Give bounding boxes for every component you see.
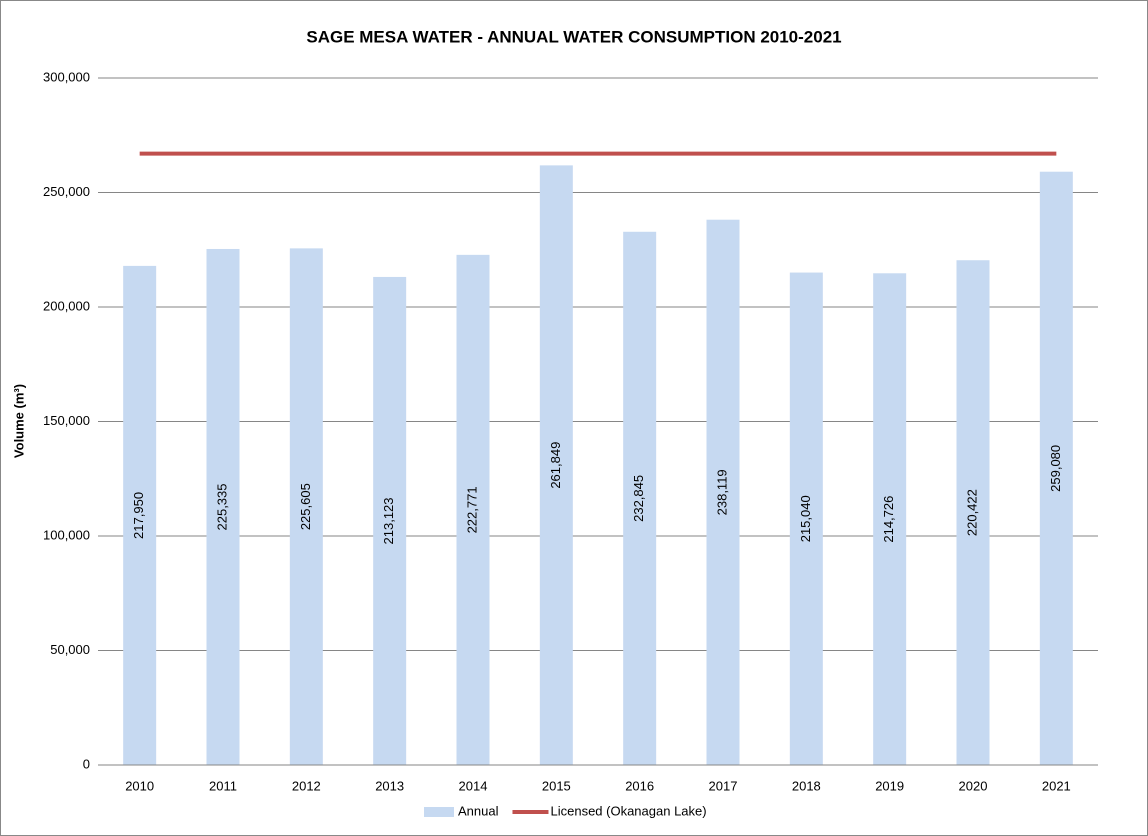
data-label: 225,605 [298, 483, 313, 530]
x-tick-label: 2018 [792, 778, 821, 793]
y-tick-label: 150,000 [43, 413, 90, 428]
data-label: 214,726 [881, 496, 896, 543]
x-tick-label: 2012 [292, 778, 321, 793]
data-label: 232,845 [631, 475, 646, 522]
y-tick-label: 200,000 [43, 298, 90, 313]
bar [789, 272, 823, 765]
data-label: 222,771 [464, 486, 479, 533]
x-tick-label: 2021 [1042, 778, 1071, 793]
data-label: 261,849 [548, 442, 563, 489]
bar [123, 265, 157, 765]
bar [956, 260, 990, 765]
x-tick-label: 2010 [125, 778, 154, 793]
bar [539, 165, 573, 765]
bar [289, 248, 323, 765]
data-label: 225,335 [214, 483, 229, 530]
bar [706, 219, 740, 765]
x-tick-label: 2015 [542, 778, 571, 793]
data-label: 217,950 [131, 492, 146, 539]
data-label: 220,422 [964, 489, 979, 536]
data-label: 213,123 [381, 497, 396, 544]
y-tick-label: 250,000 [43, 184, 90, 199]
x-tick-label: 2019 [875, 778, 904, 793]
bar [1039, 171, 1073, 766]
y-axis-label: Volume (m³) [11, 384, 26, 458]
data-label: 215,040 [798, 495, 813, 542]
bar [456, 254, 490, 765]
y-tick-label: 0 [83, 756, 90, 771]
x-tick-label: 2013 [375, 778, 404, 793]
bar [206, 248, 240, 765]
data-label: 259,080 [1048, 445, 1063, 492]
bar [873, 273, 907, 765]
legend-label: Annual [458, 803, 499, 818]
x-tick-label: 2011 [209, 778, 237, 793]
y-tick-label: 100,000 [43, 527, 90, 542]
chart-title: SAGE MESA WATER - ANNUAL WATER CONSUMPTI… [306, 27, 841, 46]
bar [373, 276, 407, 765]
data-label: 238,119 [714, 469, 729, 515]
y-tick-label: 50,000 [50, 642, 90, 657]
legend-label: Licensed (Okanagan Lake) [550, 803, 706, 818]
x-tick-label: 2017 [709, 778, 738, 793]
y-tick-label: 300,000 [43, 69, 90, 84]
x-tick-label: 2014 [459, 778, 488, 793]
x-tick-label: 2016 [625, 778, 654, 793]
legend-swatch [424, 807, 454, 817]
bar [623, 231, 657, 766]
x-tick-label: 2020 [959, 778, 988, 793]
